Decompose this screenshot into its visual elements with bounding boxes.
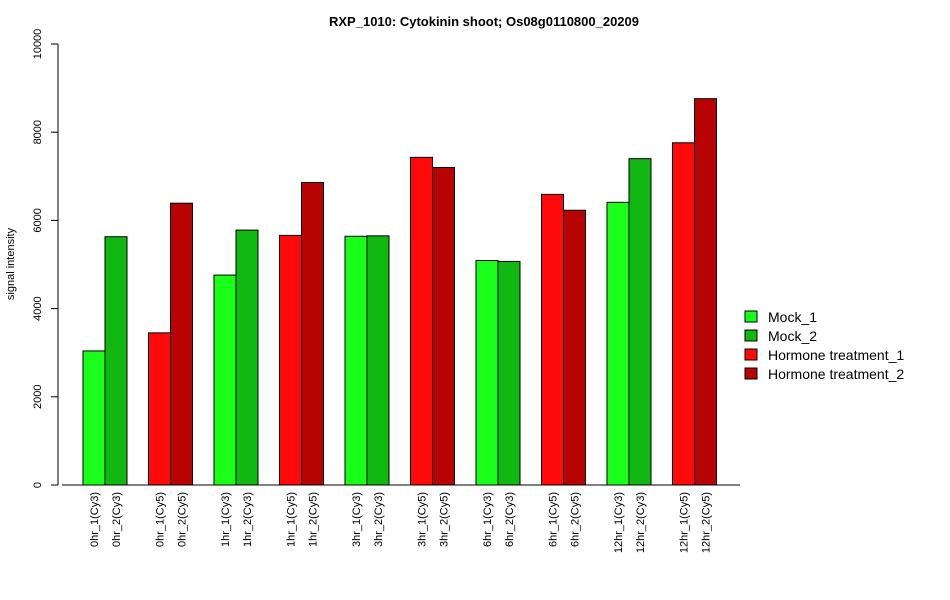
bar — [432, 166, 455, 486]
legend-label: Hormone treatment_2 — [768, 366, 904, 382]
legend-swatch — [744, 348, 758, 361]
x-category-label: 6hr_2(Cy5) — [570, 492, 582, 547]
bar — [410, 156, 433, 486]
x-category-label: 0hr_2(Cy5) — [177, 492, 189, 547]
legend-swatch — [744, 329, 758, 342]
bar — [104, 236, 128, 486]
x-category-label: 3hr_1(Cy5) — [417, 492, 429, 547]
x-category-label: 1hr_2(Cy3) — [242, 492, 254, 547]
x-category-label: 1hr_1(Cy3) — [220, 492, 232, 547]
bar — [301, 181, 324, 486]
x-category-label: 3hr_2(Cy5) — [439, 492, 451, 547]
x-category-label: 12hr_2(Cy5) — [701, 492, 713, 553]
y-tick-label: 4000 — [32, 296, 44, 320]
bar — [344, 235, 368, 486]
y-axis-label: signal intensity — [5, 227, 17, 300]
bar — [606, 201, 630, 486]
bar — [82, 350, 106, 486]
bar — [475, 260, 499, 486]
y-axis: 0 2000 4000 6000 8000 10000 — [32, 29, 59, 488]
x-category-label: 0hr_1(Cy3) — [89, 492, 101, 547]
bar — [694, 98, 717, 486]
x-category-label: 1hr_1(Cy5) — [286, 492, 298, 547]
legend-swatch — [744, 367, 758, 380]
legend-swatch — [744, 310, 758, 323]
bar — [235, 229, 259, 486]
x-category-label: 3hr_1(Cy3) — [351, 492, 363, 547]
category-labels: 0hr_1(Cy3) 0hr_2(Cy3) 0hr_1(Cy5) 0hr_2(Cy5)… — [89, 492, 713, 553]
x-category-label: 3hr_2(Cy3) — [373, 492, 385, 547]
y-tick-label: 2000 — [32, 385, 44, 409]
bar — [279, 234, 302, 486]
y-tick-label: 8000 — [32, 120, 44, 144]
x-category-label: 0hr_1(Cy5) — [155, 492, 167, 547]
y-tick-label: 10000 — [32, 29, 44, 60]
x-category-label: 12hr_2(Cy3) — [635, 492, 647, 553]
x-category-label: 6hr_2(Cy3) — [504, 492, 516, 547]
legend: Mock_1 Mock_2 Hormone treatment_1 Hormone t… — [744, 309, 904, 382]
x-category-label: 6hr_1(Cy3) — [482, 492, 494, 547]
bar — [170, 202, 193, 486]
x-category-label: 6hr_1(Cy5) — [548, 492, 560, 547]
legend-label: Mock_2 — [768, 328, 817, 344]
bar — [672, 142, 695, 486]
x-category-label: 0hr_2(Cy3) — [111, 492, 123, 547]
legend-label: Mock_1 — [768, 309, 817, 325]
bars-group — [82, 98, 717, 486]
legend-label: Hormone treatment_1 — [768, 347, 904, 363]
chart-title: RXP_1010: Cytokinin shoot; Os08g0110800_… — [329, 14, 639, 29]
x-category-label: 1hr_2(Cy5) — [308, 492, 320, 547]
y-tick-label: 6000 — [32, 208, 44, 232]
y-tick-label: 0 — [32, 482, 44, 488]
bar — [628, 158, 652, 486]
bar — [563, 209, 586, 486]
bar — [541, 193, 564, 486]
bar — [497, 260, 521, 486]
x-category-label: 12hr_1(Cy3) — [613, 492, 625, 553]
bar — [213, 274, 237, 486]
bar — [148, 332, 171, 486]
bar — [366, 235, 390, 486]
x-category-label: 12hr_1(Cy5) — [679, 492, 691, 553]
